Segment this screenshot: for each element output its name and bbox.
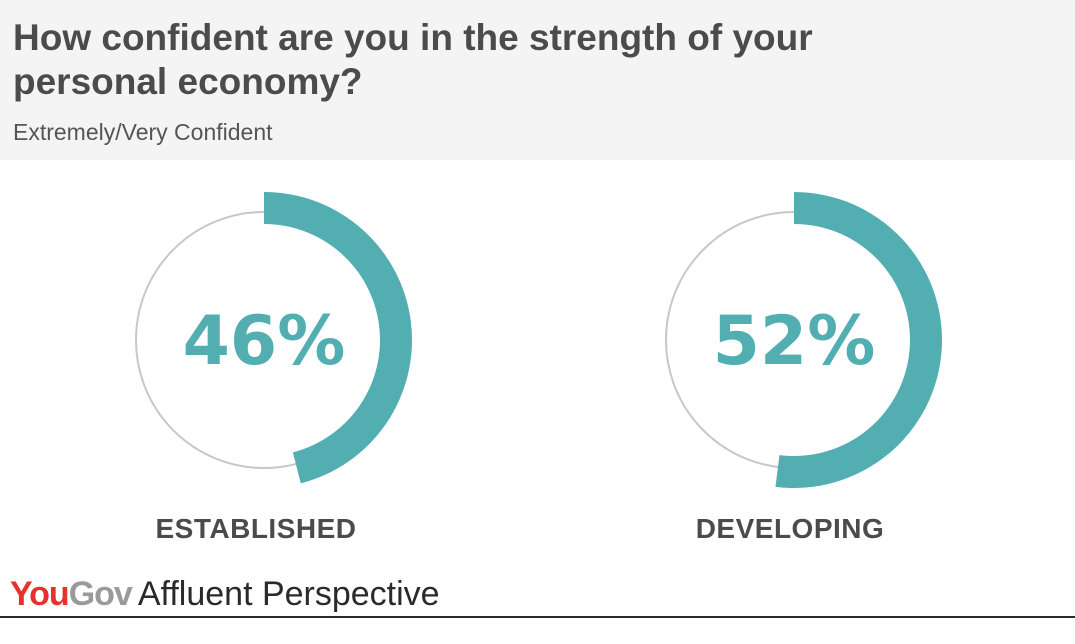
chart-subtitle: Extremely/Very Confident (13, 119, 273, 145)
footer-divider (0, 616, 1075, 618)
header-band: How confident are you in the strength of… (0, 0, 1075, 160)
donut-established: 46% ESTABLISHED (135, 192, 413, 544)
donut-arc-developing (775, 192, 943, 488)
donut-label-developing: DEVELOPING (696, 513, 885, 544)
donut-label-established: ESTABLISHED (156, 513, 357, 544)
donut-developing: 52% DEVELOPING (665, 192, 943, 544)
donut-arc-established (264, 192, 413, 484)
brand-logo-gov: Gov (68, 575, 133, 613)
brand-tagline: Affluent Perspective (137, 575, 440, 613)
brand-logo-you: You (10, 575, 70, 613)
donut-value-established: 46% (183, 302, 346, 381)
donut-chart: 46% ESTABLISHED 52% DEVELOPING (135, 192, 943, 544)
donut-value-developing: 52% (713, 302, 876, 381)
chart-title: How confident are you in the strength of… (13, 17, 813, 102)
brand-footer: YouGov Affluent Perspective (10, 574, 440, 614)
